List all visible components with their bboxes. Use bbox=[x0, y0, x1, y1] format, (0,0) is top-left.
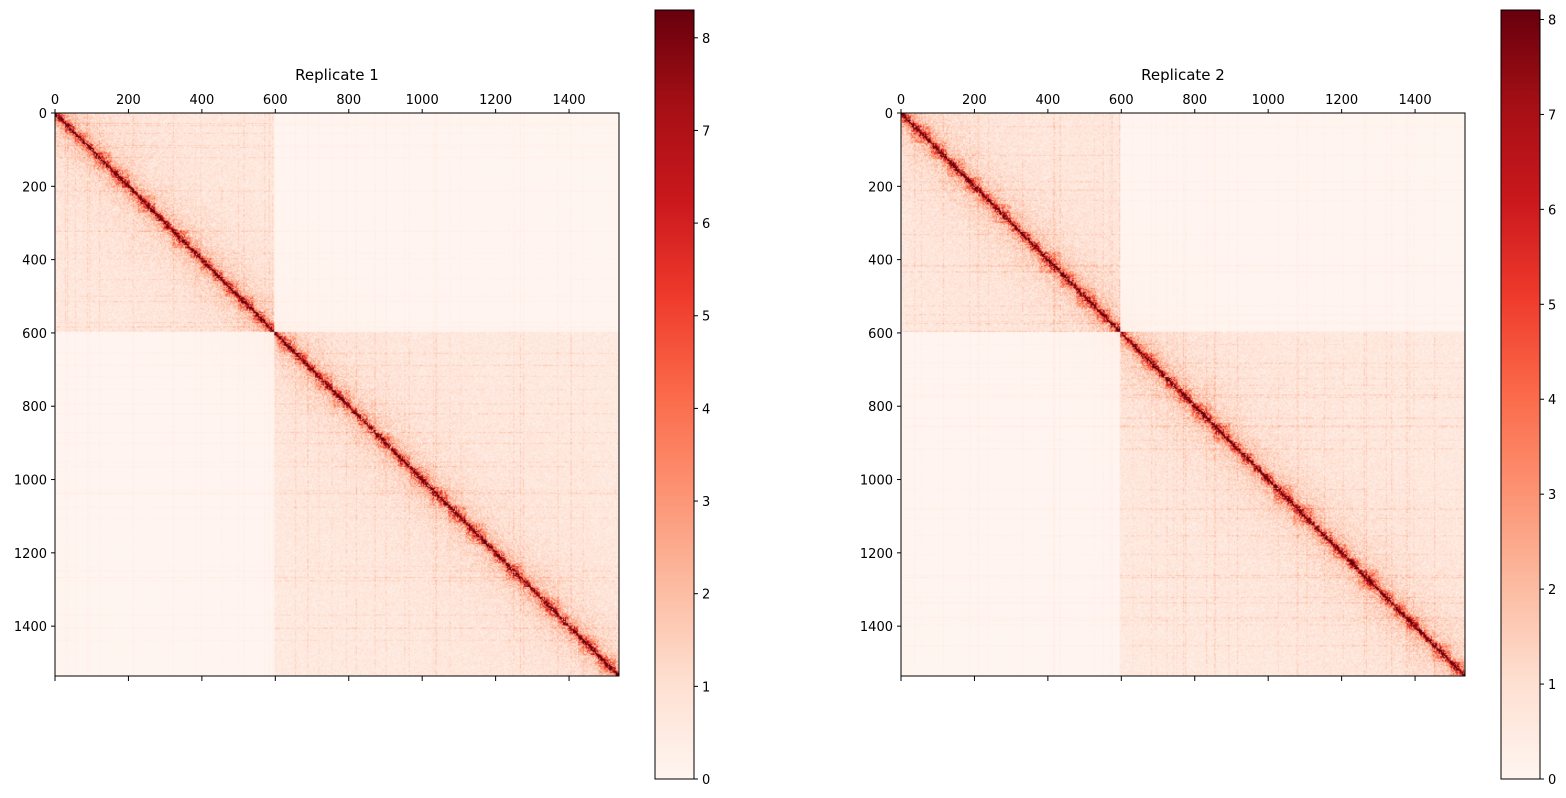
colorbar-gradient bbox=[1501, 10, 1540, 779]
x-tick-label: 400 bbox=[1035, 93, 1060, 108]
colorbar-tick-label: 0 bbox=[702, 773, 710, 788]
x-tick-label: 600 bbox=[263, 93, 288, 108]
x-axis-bottom bbox=[54, 676, 570, 681]
y-tick-label: 1400 bbox=[860, 620, 893, 635]
colorbar-tick-label: 4 bbox=[1548, 393, 1556, 408]
x-tick-label: 800 bbox=[1182, 93, 1207, 108]
x-axis-top: 0 200 400 600 800 1000 1200 1400 bbox=[897, 93, 1432, 113]
y-tick-label: 600 bbox=[868, 327, 893, 342]
y-tick-label: 200 bbox=[22, 180, 47, 195]
axes-frame bbox=[900, 112, 1466, 677]
x-tick-label: 1200 bbox=[1325, 93, 1358, 108]
heatmap-panel-2: Replicate 2 0 200 400 600 800 1000 1200 1400 0 2… bbox=[860, 66, 1466, 681]
x-axis-bottom bbox=[900, 676, 1416, 681]
y-tick-label: 200 bbox=[868, 180, 893, 195]
y-tick-label: 0 bbox=[885, 107, 893, 122]
heatmap-image bbox=[55, 113, 619, 676]
colorbar-frame bbox=[654, 9, 695, 780]
axes-frame bbox=[54, 112, 620, 677]
x-tick-label: 600 bbox=[1109, 93, 1134, 108]
heatmap-image bbox=[901, 113, 1465, 676]
colorbar-tick-label: 2 bbox=[1548, 583, 1556, 598]
x-tick-label: 200 bbox=[116, 93, 141, 108]
colorbar-tick-label: 0 bbox=[1548, 773, 1556, 788]
colorbar-2: 0 1 2 3 4 5 6 7 8 bbox=[1500, 9, 1556, 788]
colorbar-tick-label: 8 bbox=[702, 32, 710, 47]
colorbar-tick-label: 2 bbox=[702, 588, 710, 603]
colorbar-tick-label: 3 bbox=[702, 495, 710, 510]
colorbar-tick-label: 5 bbox=[702, 310, 710, 325]
y-tick-label: 800 bbox=[22, 400, 47, 415]
y-tick-label: 800 bbox=[868, 400, 893, 415]
colorbar-1: 0 1 2 3 4 5 6 7 8 bbox=[654, 9, 710, 788]
x-tick-label: 1000 bbox=[406, 93, 439, 108]
y-tick-label: 0 bbox=[39, 107, 47, 122]
x-tick-label: 1400 bbox=[553, 93, 586, 108]
y-tick-label: 1400 bbox=[14, 620, 47, 635]
x-tick-label: 800 bbox=[336, 93, 361, 108]
colorbar-tick-label: 5 bbox=[1548, 298, 1556, 313]
colorbar-tick-label: 1 bbox=[1548, 678, 1556, 693]
y-tick-label: 400 bbox=[868, 254, 893, 269]
colorbar-tick-label: 3 bbox=[1548, 488, 1556, 503]
x-tick-label: 0 bbox=[51, 93, 59, 108]
y-tick-label: 1000 bbox=[14, 474, 47, 489]
colorbar-tick-label: 6 bbox=[702, 217, 710, 232]
plot-title: Replicate 1 bbox=[295, 66, 379, 84]
y-axis: 0 200 400 600 800 1000 1200 1400 bbox=[860, 107, 901, 635]
heatmap-panel-1: Replicate 1 0 200 400 600 800 1000 1200 1400 0 2… bbox=[14, 66, 620, 681]
colorbar-frame bbox=[1500, 9, 1541, 780]
y-tick-label: 1200 bbox=[14, 547, 47, 562]
colorbar-axis: 0 1 2 3 4 5 6 7 8 bbox=[1540, 13, 1556, 788]
x-tick-label: 200 bbox=[962, 93, 987, 108]
plot-title: Replicate 2 bbox=[1141, 66, 1225, 84]
colorbar-tick-label: 1 bbox=[702, 680, 710, 695]
colorbar-axis: 0 1 2 3 4 5 6 7 8 bbox=[694, 32, 710, 788]
x-tick-label: 400 bbox=[189, 93, 214, 108]
colorbar-tick-label: 6 bbox=[1548, 203, 1556, 218]
x-tick-label: 1400 bbox=[1399, 93, 1432, 108]
x-axis-top: 0 200 400 600 800 1000 1200 1400 bbox=[51, 93, 586, 113]
x-tick-label: 1200 bbox=[479, 93, 512, 108]
colorbar-tick-label: 7 bbox=[1548, 108, 1556, 123]
y-tick-label: 400 bbox=[22, 254, 47, 269]
colorbar-tick-label: 4 bbox=[702, 402, 710, 417]
colorbar-gradient bbox=[655, 10, 694, 779]
y-tick-label: 1200 bbox=[860, 547, 893, 562]
x-tick-label: 0 bbox=[897, 93, 905, 108]
colorbar-tick-label: 7 bbox=[702, 124, 710, 139]
y-axis: 0 200 400 600 800 1000 1200 1400 bbox=[14, 107, 55, 635]
y-tick-label: 1000 bbox=[860, 474, 893, 489]
x-tick-label: 1000 bbox=[1252, 93, 1285, 108]
y-tick-label: 600 bbox=[22, 327, 47, 342]
colorbar-tick-label: 8 bbox=[1548, 13, 1556, 28]
